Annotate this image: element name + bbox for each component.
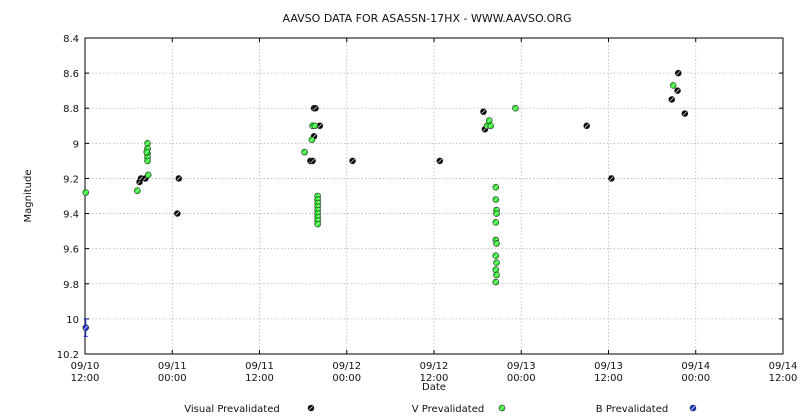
y-tick-label: 9.8 <box>63 280 79 291</box>
data-point-mark <box>176 176 181 181</box>
x-tick-label-time: 12:00 <box>769 373 798 384</box>
data-point-mark <box>302 150 307 155</box>
data-point-mark <box>437 158 442 163</box>
x-axis-label: Date <box>422 382 446 393</box>
data-point-mark <box>584 123 589 128</box>
x-tick-label-date: 09/14 <box>769 361 798 372</box>
legend-label: V Prevalidated <box>412 404 484 415</box>
x-tick-label-time: 00:00 <box>681 373 710 384</box>
data-point-mark <box>83 325 88 330</box>
data-point-mark <box>145 158 150 163</box>
x-tick-label-time: 00:00 <box>507 373 536 384</box>
data-point-mark <box>481 109 486 114</box>
y-tick-label: 10 <box>66 315 79 326</box>
y-tick-label: 9 <box>73 139 79 150</box>
data-point-mark <box>494 260 499 265</box>
data-point-mark <box>493 220 498 225</box>
series-1 <box>82 82 677 286</box>
data-point-mark <box>669 97 674 102</box>
x-tick-label-date: 09/13 <box>507 361 536 372</box>
x-tick-label-time: 12:00 <box>594 373 623 384</box>
data-point-mark <box>488 123 493 128</box>
legend-marker-mark <box>499 405 505 411</box>
data-point-mark <box>493 279 498 285</box>
data-point-mark <box>310 158 315 163</box>
chart-title: AAVSO DATA FOR ASASSN-17HX - WWW.AAVSO.O… <box>283 12 572 25</box>
data-point-mark <box>513 106 518 111</box>
y-tick-label: 8.4 <box>63 34 79 45</box>
data-point-mark <box>146 172 151 177</box>
legend: Visual Prevalidated V Prevalidated B Preva… <box>184 404 697 415</box>
data-point-mark <box>138 176 144 181</box>
x-tick-label-time: 12:00 <box>420 373 449 384</box>
data-point-mark <box>494 211 499 216</box>
y-tick-label: 9.2 <box>63 174 79 185</box>
data-point-mark <box>135 188 140 193</box>
data-point-mark <box>494 272 499 278</box>
data-point-mark <box>682 111 687 116</box>
y-tick-label: 8.6 <box>63 69 79 80</box>
x-tick-label-date: 09/14 <box>681 361 710 372</box>
data-point-mark <box>145 141 150 146</box>
y-tick-label: 9.4 <box>63 210 79 221</box>
legend-label: Visual Prevalidated <box>184 404 279 415</box>
axis-ticks: 8.48.68.899.29.49.69.81010.209/1012:0009… <box>57 34 798 384</box>
data-point-mark <box>144 150 149 155</box>
x-tick-label-date: 09/11 <box>245 361 274 372</box>
data-point-mark <box>309 137 314 142</box>
data-point-mark <box>493 197 498 202</box>
y-axis-label: Magnitude <box>23 170 34 223</box>
data-point-mark <box>317 123 322 128</box>
y-tick-label: 9.6 <box>63 245 79 256</box>
data-points <box>82 69 689 337</box>
legend-marker-mark <box>308 405 314 411</box>
x-tick-label-time: 12:00 <box>245 373 274 384</box>
data-point-mark <box>493 253 498 258</box>
data-point-mark <box>671 83 676 88</box>
data-point-mark <box>676 71 681 76</box>
y-tick-label: 10.2 <box>57 350 79 361</box>
data-point-mark <box>315 222 320 227</box>
x-tick-label-date: 09/13 <box>594 361 623 372</box>
data-point-mark <box>675 88 680 93</box>
data-point-mark <box>494 241 499 246</box>
data-point-mark <box>493 267 498 272</box>
data-point-mark <box>350 158 355 163</box>
legend-marker-mark <box>690 405 696 411</box>
y-tick-label: 8.8 <box>63 104 79 115</box>
series-2 <box>82 318 90 337</box>
x-tick-label-time: 12:00 <box>71 373 100 384</box>
x-tick-label-date: 09/12 <box>420 361 449 372</box>
data-point-mark <box>609 176 614 181</box>
data-point-mark <box>487 118 492 123</box>
x-tick-label-time: 00:00 <box>158 373 187 384</box>
x-tick-label-time: 00:00 <box>332 373 361 384</box>
series-0 <box>136 69 689 217</box>
data-point-mark <box>312 123 317 128</box>
plot-area: 8.48.68.899.29.49.69.81010.209/1012:0009… <box>57 34 798 384</box>
data-point-mark <box>493 185 498 190</box>
x-tick-label-date: 09/12 <box>332 361 361 372</box>
data-point-mark <box>83 190 88 195</box>
grid-lines <box>85 38 783 354</box>
legend-label: B Prevalidated <box>596 404 668 415</box>
data-point-mark <box>313 106 318 111</box>
data-point-mark <box>175 211 180 216</box>
x-tick-label-date: 09/11 <box>158 361 187 372</box>
x-tick-label-date: 09/10 <box>71 361 100 372</box>
